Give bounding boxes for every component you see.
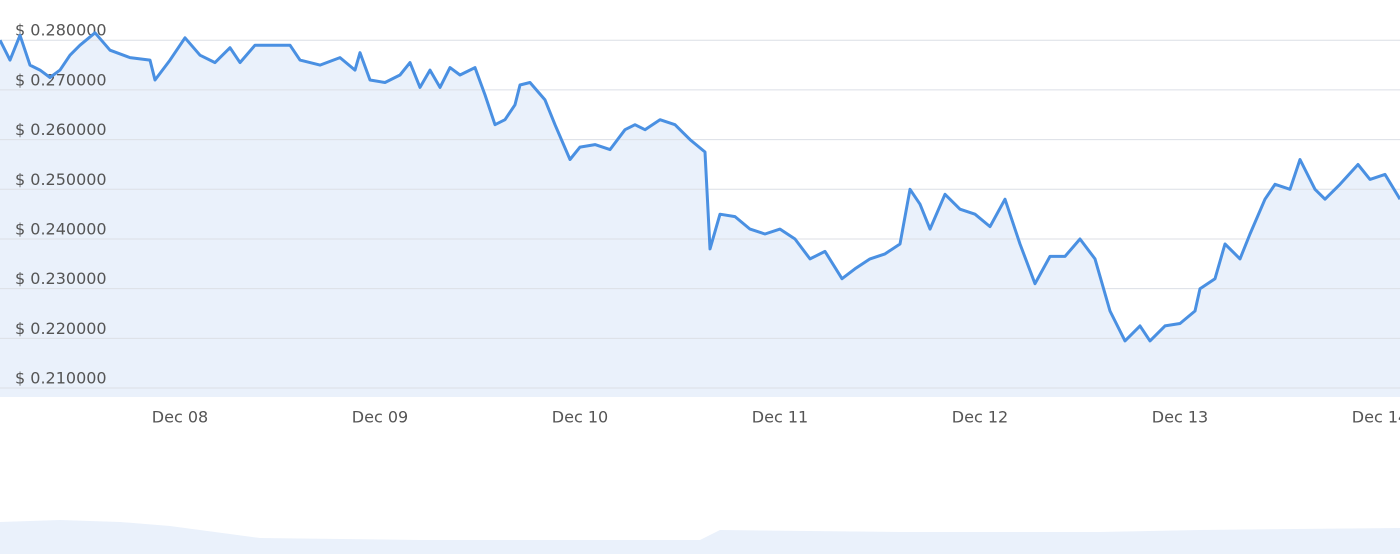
y-tick-label: $ 0.230000 [15,269,107,288]
x-tick-label: Dec 08 [152,408,208,427]
y-tick-label: $ 0.220000 [15,319,107,338]
x-tick-label: Dec 13 [1152,408,1208,427]
y-tick-label: $ 0.210000 [15,369,107,388]
x-tick-label: Dec 12 [952,408,1008,427]
area [0,32,1400,398]
y-tick-label: $ 0.250000 [15,170,107,189]
y-tick-label: $ 0.240000 [15,219,107,238]
y-tick-label: $ 0.270000 [15,70,107,89]
line [0,31,1400,343]
x-tick-label: Dec 11 [752,408,808,427]
x-tick-label: Dec 09 [352,408,408,427]
x-tick-label: Dec 14 [1352,408,1400,427]
x-tick-label: Dec 10 [552,408,608,427]
y-tick-label: $ 0.280000 [15,21,107,40]
y-tick-label: $ 0.260000 [15,120,107,139]
navigator-area [0,520,1400,554]
